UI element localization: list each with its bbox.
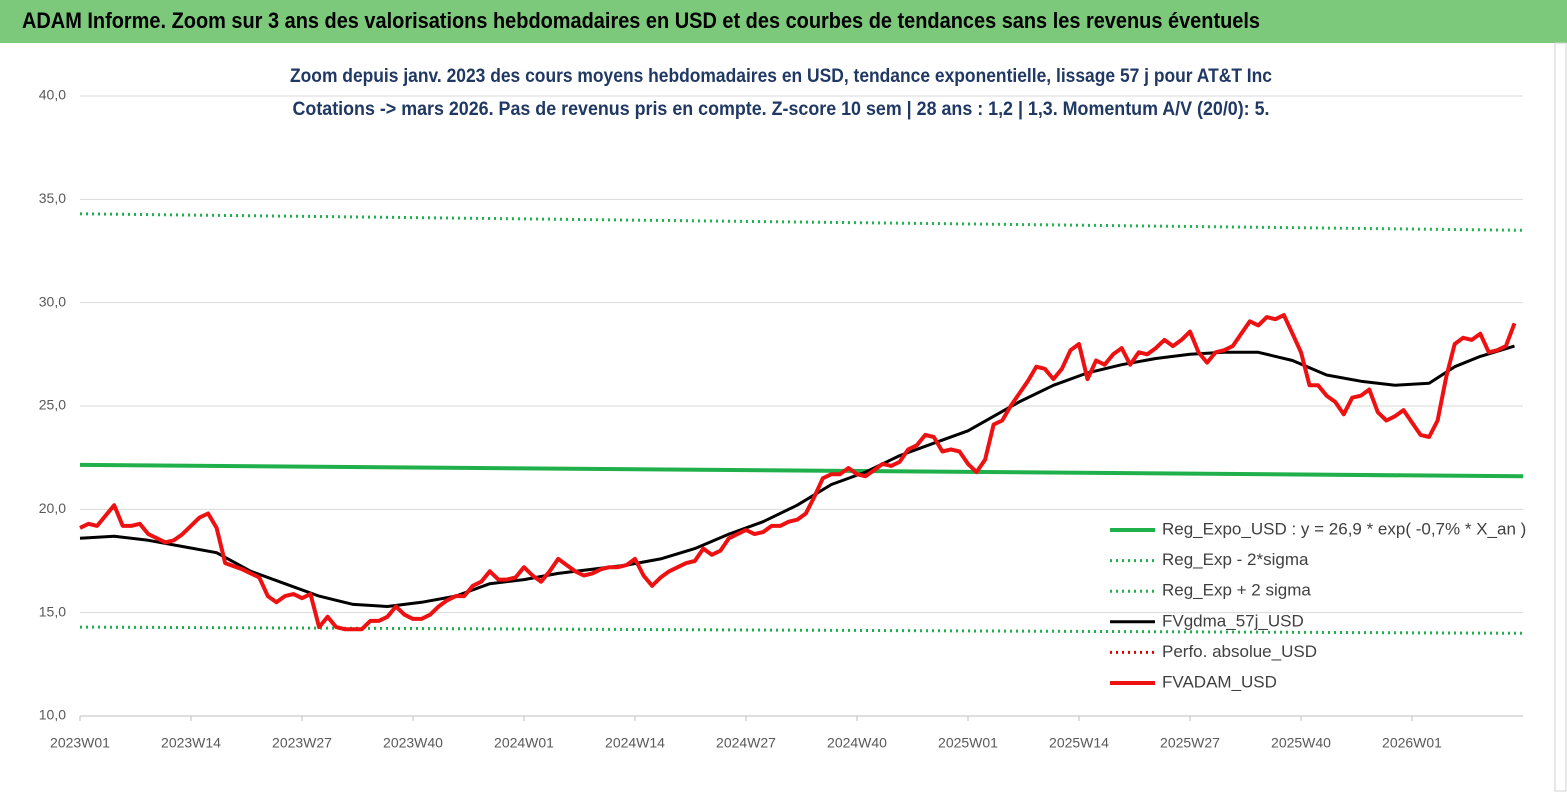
x-tick-label: 2025W27 — [1160, 735, 1220, 751]
y-tick-label: 10,0 — [39, 707, 66, 723]
legend-label: FVADAM_USD — [1162, 672, 1277, 691]
y-tick-label: 40,0 — [39, 87, 66, 103]
y-tick-label: 15,0 — [39, 603, 66, 619]
subtitle: Cotations -> mars 2026. Pas de revenus p… — [293, 99, 1270, 120]
frame — [1554, 42, 1567, 792]
legend-label: FVgdma_57j_USD — [1162, 611, 1304, 630]
legend-label: Perfo. absolue_USD — [1162, 642, 1317, 661]
title-bar — [0, 0, 1567, 43]
x-tick-label: 2024W14 — [605, 735, 665, 751]
series-line — [79, 313, 1517, 632]
y-tick-label: 25,0 — [39, 397, 66, 413]
chart-title: ADAM Informe. Zoom sur 3 ans des valoris… — [22, 8, 1260, 33]
x-tick-label: 2023W14 — [161, 735, 221, 751]
y-tick-label: 30,0 — [39, 293, 66, 309]
series-line — [79, 212, 1524, 232]
series-line — [79, 462, 1524, 479]
x-tick-label: 2023W01 — [50, 735, 110, 751]
y-tick-label: 35,0 — [39, 190, 66, 206]
x-tick-label: 2025W01 — [938, 735, 998, 751]
subtitle: Zoom depuis janv. 2023 des cours moyens … — [290, 66, 1272, 87]
x-tick-label: 2024W27 — [716, 735, 776, 751]
x-tick-label: 2023W27 — [272, 735, 332, 751]
x-tick-label: 2023W40 — [383, 735, 443, 751]
series-line — [79, 344, 1515, 608]
x-tick-label: 2024W40 — [827, 735, 887, 751]
x-tick-label: 2026W01 — [1382, 735, 1442, 751]
x-tick-label: 2025W40 — [1271, 735, 1331, 751]
legend-label: Reg_Exp + 2 sigma — [1162, 581, 1311, 600]
legend-label: Reg_Expo_USD : y = 26,9 * exp( -0,7% * X… — [1162, 519, 1526, 538]
x-tick-label: 2025W14 — [1049, 735, 1109, 751]
legend-label: Reg_Exp - 2*sigma — [1162, 550, 1309, 569]
y-tick-label: 20,0 — [39, 500, 66, 516]
x-tick-label: 2024W01 — [494, 735, 554, 751]
